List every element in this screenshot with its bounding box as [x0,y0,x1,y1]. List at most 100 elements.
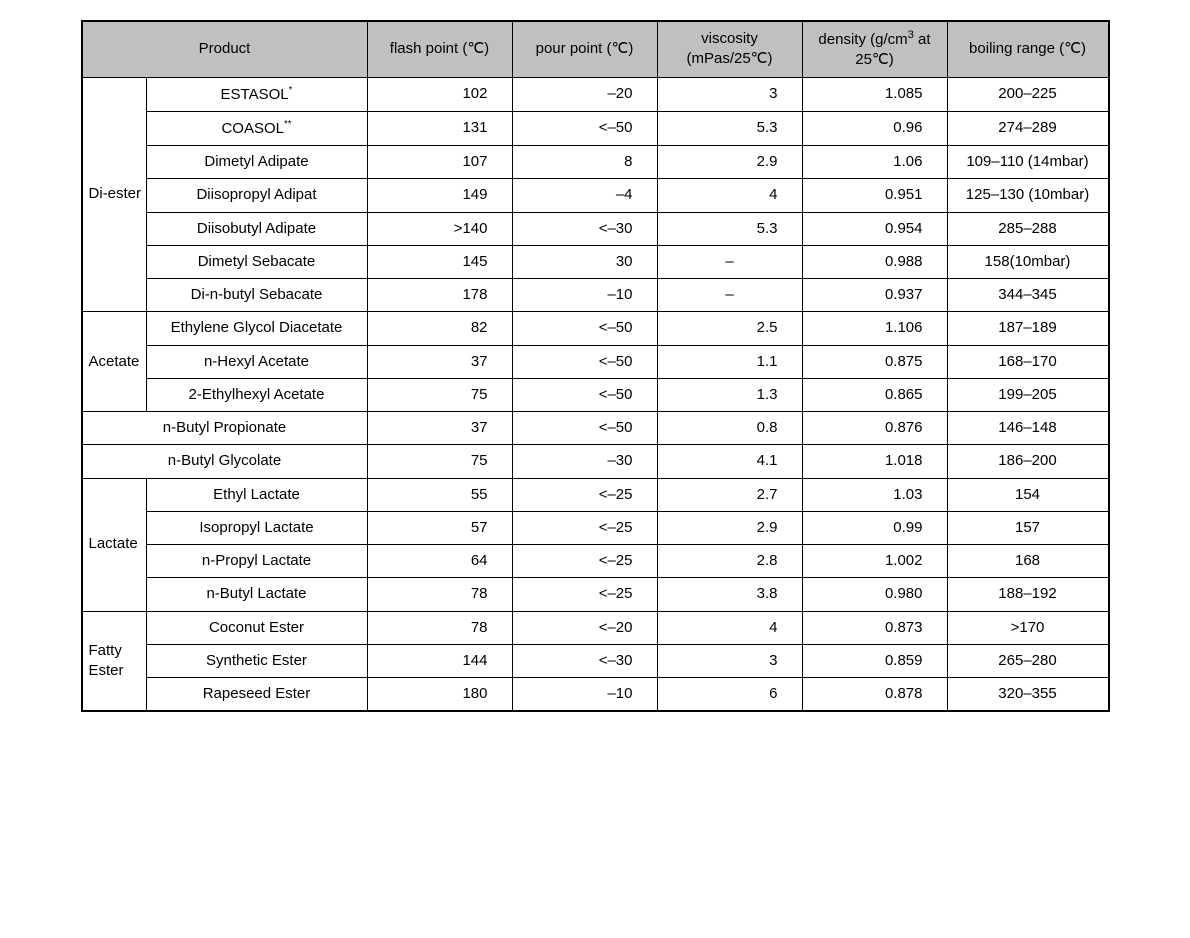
pour-point-value: –10 [512,279,657,312]
table-row: Synthetic Ester144<–3030.859265–280 [82,644,1109,677]
density-value: 0.980 [802,578,947,611]
boiling-range-value: 186–200 [947,445,1109,478]
flash-point-value: 57 [367,511,512,544]
pour-point-value: <–25 [512,478,657,511]
viscosity-value: 1.1 [657,345,802,378]
table-header: Product flash point (℃) pour point (℃) v… [82,21,1109,77]
table-row: 2-Ethylhexyl Acetate75<–501.30.865199–20… [82,378,1109,411]
table-row: Isopropyl Lactate57<–252.90.99157 [82,511,1109,544]
boiling-range-value: >170 [947,611,1109,644]
viscosity-value: – [657,279,802,312]
boiling-range-value: 158(10mbar) [947,245,1109,278]
flash-point-value: 131 [367,111,512,145]
flash-point-value: 180 [367,678,512,712]
table-row: n-Propyl Lactate64<–252.81.002168 [82,545,1109,578]
product-name: Synthetic Ester [146,644,367,677]
pour-point-value: 8 [512,146,657,179]
product-name: Coconut Ester [146,611,367,644]
table-row: Di-esterESTASOL*102–2031.085200–225 [82,77,1109,111]
pour-point-value: <–30 [512,212,657,245]
boiling-range-value: 265–280 [947,644,1109,677]
product-name: COASOL** [146,111,367,145]
flash-point-value: 37 [367,412,512,445]
category-label: Acetate [82,312,147,412]
col-density: density (g/cm3 at 25℃) [802,21,947,77]
viscosity-value: 6 [657,678,802,712]
table-row: Diisobutyl Adipate>140<–305.30.954285–28… [82,212,1109,245]
boiling-range-value: 320–355 [947,678,1109,712]
table-row: Di-n-butyl Sebacate178–10–0.937344–345 [82,279,1109,312]
pour-point-value: <–25 [512,545,657,578]
category-label: Di-ester [82,77,147,312]
solvent-properties-table: Product flash point (℃) pour point (℃) v… [81,20,1110,712]
pour-point-value: –4 [512,179,657,212]
product-name: Dimetyl Sebacate [146,245,367,278]
col-boiling-range: boiling range (℃) [947,21,1109,77]
density-value: 1.106 [802,312,947,345]
density-value: 0.859 [802,644,947,677]
density-value: 0.954 [802,212,947,245]
pour-point-value: <–20 [512,611,657,644]
viscosity-value: 3.8 [657,578,802,611]
pour-point-value: 30 [512,245,657,278]
viscosity-value: 2.7 [657,478,802,511]
col-pour-point: pour point (℃) [512,21,657,77]
product-name: n-Butyl Propionate [82,412,368,445]
flash-point-value: 55 [367,478,512,511]
table-row: LactateEthyl Lactate55<–252.71.03154 [82,478,1109,511]
table-row: Fatty EsterCoconut Ester78<–2040.873>170 [82,611,1109,644]
product-name: Diisobutyl Adipate [146,212,367,245]
product-name: Di-n-butyl Sebacate [146,279,367,312]
viscosity-value: 2.8 [657,545,802,578]
product-name: n-Butyl Glycolate [82,445,368,478]
viscosity-value: 4.1 [657,445,802,478]
density-value: 0.875 [802,345,947,378]
table-row: Dimetyl Adipate10782.91.06109–110 (14mba… [82,146,1109,179]
product-name: n-Butyl Lactate [146,578,367,611]
flash-point-value: 75 [367,445,512,478]
boiling-range-value: 274–289 [947,111,1109,145]
pour-point-value: <–50 [512,111,657,145]
category-label: Lactate [82,478,147,611]
product-name: n-Propyl Lactate [146,545,367,578]
boiling-range-value: 187–189 [947,312,1109,345]
viscosity-value: 3 [657,77,802,111]
product-name: Ethyl Lactate [146,478,367,511]
flash-point-value: 107 [367,146,512,179]
product-name: Diisopropyl Adipat [146,179,367,212]
density-value: 0.96 [802,111,947,145]
boiling-range-value: 109–110 (14mbar) [947,146,1109,179]
density-value: 0.873 [802,611,947,644]
pour-point-value: <–30 [512,644,657,677]
flash-point-value: 102 [367,77,512,111]
density-value: 0.865 [802,378,947,411]
col-viscosity: viscosity (mPas/25℃) [657,21,802,77]
flash-point-value: 78 [367,611,512,644]
pour-point-value: <–50 [512,312,657,345]
viscosity-value: – [657,245,802,278]
flash-point-value: 64 [367,545,512,578]
pour-point-value: –30 [512,445,657,478]
table-row: Rapeseed Ester180–1060.878320–355 [82,678,1109,712]
table-row: n-Butyl Propionate37<–500.80.876146–148 [82,412,1109,445]
category-label: Fatty Ester [82,611,147,711]
table-row: Dimetyl Sebacate14530–0.988158(10mbar) [82,245,1109,278]
table-row: COASOL**131<–505.30.96274–289 [82,111,1109,145]
pour-point-value: –20 [512,77,657,111]
product-name: Ethylene Glycol Diacetate [146,312,367,345]
density-value: 0.99 [802,511,947,544]
flash-point-value: 149 [367,179,512,212]
boiling-range-value: 344–345 [947,279,1109,312]
viscosity-value: 2.9 [657,511,802,544]
viscosity-value: 3 [657,644,802,677]
product-name: Rapeseed Ester [146,678,367,712]
viscosity-value: 4 [657,179,802,212]
viscosity-value: 2.5 [657,312,802,345]
viscosity-value: 4 [657,611,802,644]
table-row: n-Hexyl Acetate37<–501.10.875168–170 [82,345,1109,378]
density-value: 0.988 [802,245,947,278]
density-value: 0.937 [802,279,947,312]
density-value: 1.002 [802,545,947,578]
density-value: 0.951 [802,179,947,212]
table-row: n-Butyl Lactate78<–253.80.980188–192 [82,578,1109,611]
